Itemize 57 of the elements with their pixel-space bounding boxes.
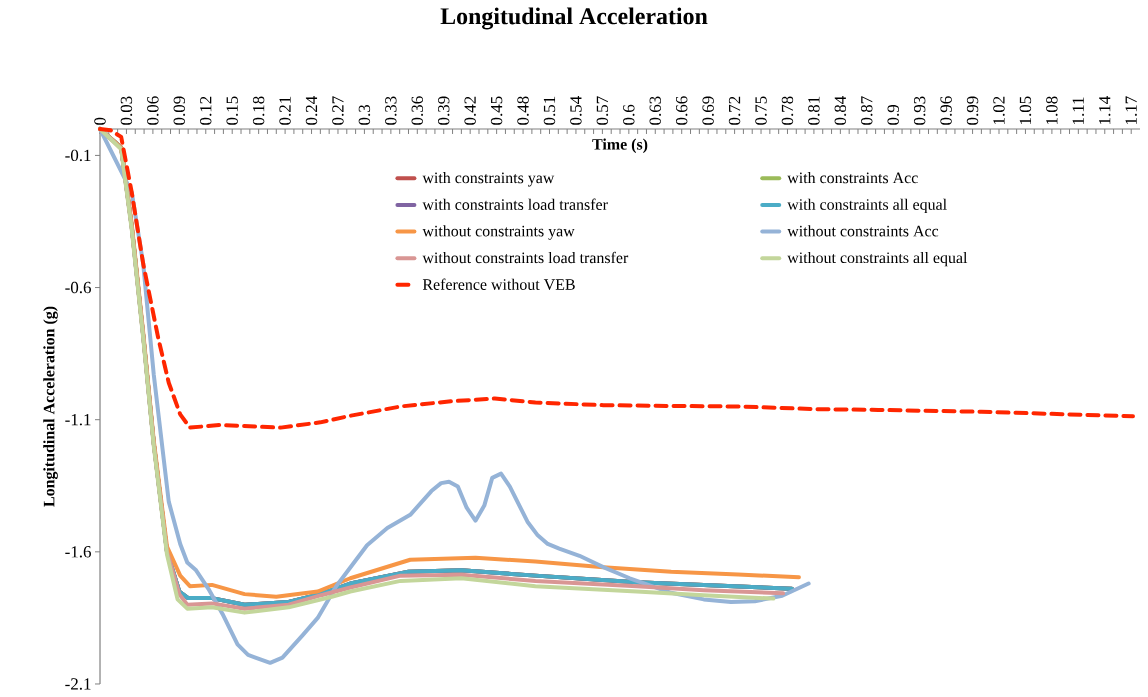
x-tick-label: 1.14 (1099, 96, 1111, 124)
x-tick-label: 0.33 (385, 96, 397, 125)
x-tick-label: 0.6 (623, 104, 635, 125)
x-tick-label: 0.39 (437, 96, 450, 125)
x-tick-label: 1.11 (1072, 97, 1085, 124)
x-tick-label: 1.05 (1019, 96, 1032, 124)
legend-label: without constraints Acc (787, 225, 939, 237)
legend-label: without constraints yaw (422, 225, 575, 240)
x-tick-label: 1.17 (1125, 96, 1137, 124)
x-tick-label: 0.72 (728, 96, 741, 125)
x-tick-label: 0.63 (649, 96, 662, 125)
legend-label: with constraints all equal (787, 198, 947, 214)
x-tick-label: 0.57 (596, 96, 609, 125)
chart-title: Longitudinal Acceleration (440, 7, 708, 30)
y-tick-label: -0.1 (65, 149, 91, 162)
x-tick-label: 0.48 (517, 96, 529, 125)
x-tick-label: 0.03 (120, 96, 133, 125)
x-axis-title: Time (s) (592, 138, 648, 153)
legend-label: with constraints load transfer (422, 198, 608, 210)
y-tick-label: -1.6 (65, 546, 91, 558)
x-tick-label: 0.75 (755, 96, 767, 125)
x-tick-label: 0.81 (808, 96, 820, 125)
x-tick-label: 1.02 (993, 96, 1005, 124)
x-tick-label: 0.99 (966, 96, 979, 125)
legend-label: without constraints all equal (787, 251, 968, 267)
x-tick-label: 0.9 (887, 104, 899, 125)
x-tick-label: 0.84 (834, 96, 847, 125)
x-tick-label: 0.24 (305, 96, 318, 125)
y-tick-label: -0.6 (65, 281, 91, 294)
x-tick-label: 0.54 (570, 96, 582, 125)
x-tick-label: 1.08 (1046, 96, 1058, 124)
x-tick-label: 0.87 (861, 96, 873, 125)
x-tick-label: 0.18 (252, 96, 265, 125)
x-tick-label: 0.09 (173, 96, 186, 125)
legend-label: Reference without VEB (422, 278, 575, 290)
x-tick-label: 0.69 (702, 96, 714, 125)
legend-label: with constraints Acc (787, 172, 918, 184)
x-tick-label: 0.36 (411, 96, 424, 125)
x-tick-label: 0.12 (200, 96, 212, 125)
x-tick-label: 0.78 (781, 96, 794, 125)
legend-label: without constraints load transfer (422, 251, 629, 264)
y-tick-label: -2.1 (65, 678, 91, 690)
x-tick-label: 0.27 (332, 96, 344, 125)
x-tick-label: 0 (94, 117, 106, 125)
x-tick-label: 0.66 (675, 96, 688, 125)
x-tick-label: 0.42 (464, 96, 476, 125)
x-tick-label: 0.3 (358, 104, 371, 125)
x-tick-label: 0.96 (940, 96, 952, 125)
legend-label: with constraints yaw (422, 172, 555, 187)
x-tick-label: 0.93 (913, 96, 926, 125)
x-tick-label: 0.51 (543, 96, 556, 125)
y-tick-label: -1.1 (65, 413, 91, 426)
x-tick-label: 0.15 (226, 96, 238, 125)
x-tick-label: 0.21 (279, 96, 291, 125)
x-tick-label: 0.06 (147, 96, 159, 125)
y-axis-title: Longitudinal Acceleration (g) (43, 306, 58, 507)
x-tick-label: 0.45 (490, 96, 503, 125)
